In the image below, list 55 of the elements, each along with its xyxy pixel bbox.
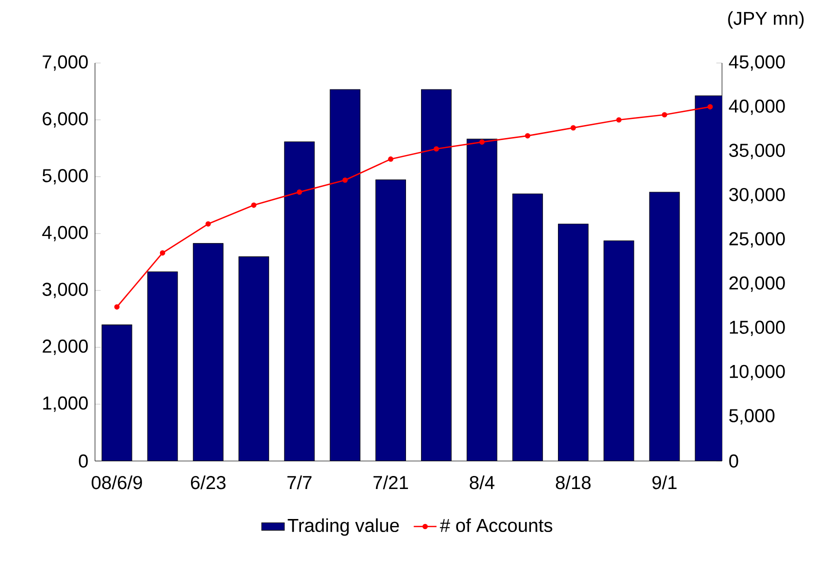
- y2-tick-label: 10,000: [730, 364, 785, 380]
- bar: [102, 324, 132, 461]
- point: [206, 221, 211, 227]
- point: [524, 133, 530, 138]
- point: [251, 202, 256, 208]
- x-tick-label: 9/1: [652, 475, 677, 490]
- point: [662, 112, 668, 118]
- x-tick-label: 08/6/9: [92, 475, 142, 490]
- x-tick-label: 7/7: [287, 475, 312, 490]
- y2-tick-label: 45,000: [728, 55, 785, 71]
- bar: [330, 90, 360, 461]
- bar: [376, 180, 406, 461]
- y-tick-label: 3,000: [42, 282, 88, 298]
- x-tick-label: 7/21: [374, 475, 408, 490]
- y2-tick-label: 35,000: [729, 144, 785, 160]
- bar: [512, 194, 543, 461]
- y2-tick-label: 15,000: [730, 320, 785, 336]
- bar: [193, 243, 224, 461]
- y-tick-label: 4,000: [42, 226, 88, 242]
- point: [342, 177, 348, 183]
- bar: [148, 272, 178, 461]
- x-tick-label: 6/23: [190, 475, 226, 490]
- y-tick-label: 1,000: [43, 396, 88, 412]
- point: [296, 189, 302, 195]
- y2-tick-label: 5,000: [729, 409, 774, 424]
- point: [160, 250, 166, 256]
- legend-label: Trading value: [288, 518, 399, 536]
- y2-tick-label: 0: [729, 454, 738, 468]
- bar: [284, 142, 314, 461]
- point: [616, 117, 622, 123]
- y-tick-label: 7,000: [42, 55, 88, 71]
- point: [114, 304, 120, 310]
- bar: [650, 192, 680, 461]
- point: [479, 139, 485, 145]
- bar: [604, 240, 634, 461]
- bar: [466, 139, 497, 461]
- y2-tick-label: 25,000: [729, 232, 785, 248]
- x-tick-label: 8/4: [470, 475, 494, 490]
- point: [388, 156, 394, 162]
- y-tick-label: 5,000: [42, 168, 88, 184]
- point: [570, 125, 576, 130]
- y2-axis-title: (JPY mn): [728, 11, 804, 29]
- bar: [421, 90, 452, 461]
- y2-tick-label: 30,000: [729, 188, 785, 204]
- y-tick-label: 2,000: [42, 340, 88, 355]
- x-tick-label: 8/18: [556, 475, 591, 490]
- y2-tick-label: 20,000: [729, 276, 785, 292]
- bar: [238, 256, 269, 461]
- y-tick-label: 0: [78, 454, 88, 468]
- point: [434, 146, 440, 152]
- point: [707, 104, 713, 110]
- y-tick-label: 6,000: [42, 112, 88, 128]
- legend-label: # of Accounts: [440, 518, 552, 532]
- bar: [558, 224, 588, 461]
- y2-tick-label: 40,000: [728, 99, 785, 115]
